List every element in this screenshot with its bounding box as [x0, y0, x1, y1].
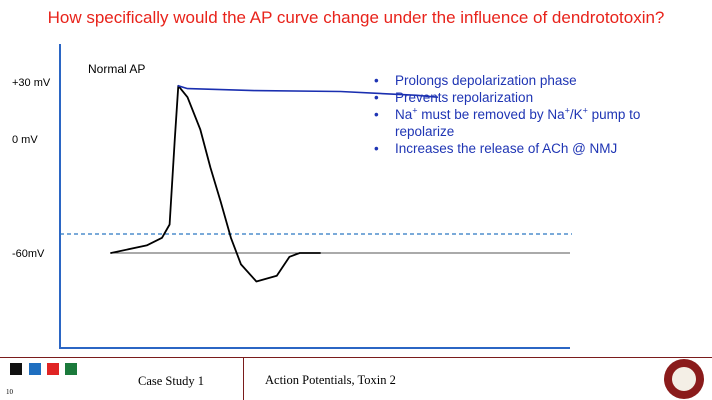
series-line-normal-ap: [110, 84, 322, 283]
bullet-item: Na+ must be removed by Na+/K+ pump to re…: [372, 106, 702, 140]
y-tick-label: 0 mV: [12, 134, 38, 146]
superscript-plus: +: [564, 105, 570, 116]
footer-topic: Action Potentials, Toxin 2: [265, 373, 396, 387]
slide-title: How specifically would the AP curve chan…: [47, 8, 665, 27]
y-tick-label: +30 mV: [12, 77, 51, 89]
series-label-normal-ap: Normal AP: [88, 62, 145, 76]
footer-rule: [0, 357, 712, 358]
bullet-text: pump to repolarize: [395, 107, 641, 139]
footer-divider: [243, 358, 244, 400]
bullet-item: Increases the release of ACh @ NMJ: [372, 140, 702, 157]
university-seal-icon: [664, 359, 704, 399]
bullet-item: Prevents repolarization: [372, 89, 702, 106]
y-tick-label: -60mV: [12, 248, 45, 260]
bullet-text: Na: [395, 107, 413, 122]
color-square-black: [10, 363, 22, 375]
bullet-text: must be removed by Na: [417, 107, 565, 122]
bullet-list: Prolongs depolarization phase Prevents r…: [372, 72, 702, 157]
color-square-red: [47, 363, 59, 375]
superscript-plus: +: [582, 105, 588, 116]
color-square-blue: [29, 363, 41, 375]
bullet-item: Prolongs depolarization phase: [372, 72, 702, 89]
color-square-green: [65, 363, 77, 375]
superscript-plus: +: [412, 105, 418, 116]
footer-case-study: Case Study 1: [138, 374, 204, 388]
bullet-text: /K: [569, 107, 583, 122]
slide-number: 10: [6, 388, 13, 396]
ap-chart: +30 mV 0 mV -60mV Normal AP: [12, 44, 572, 349]
